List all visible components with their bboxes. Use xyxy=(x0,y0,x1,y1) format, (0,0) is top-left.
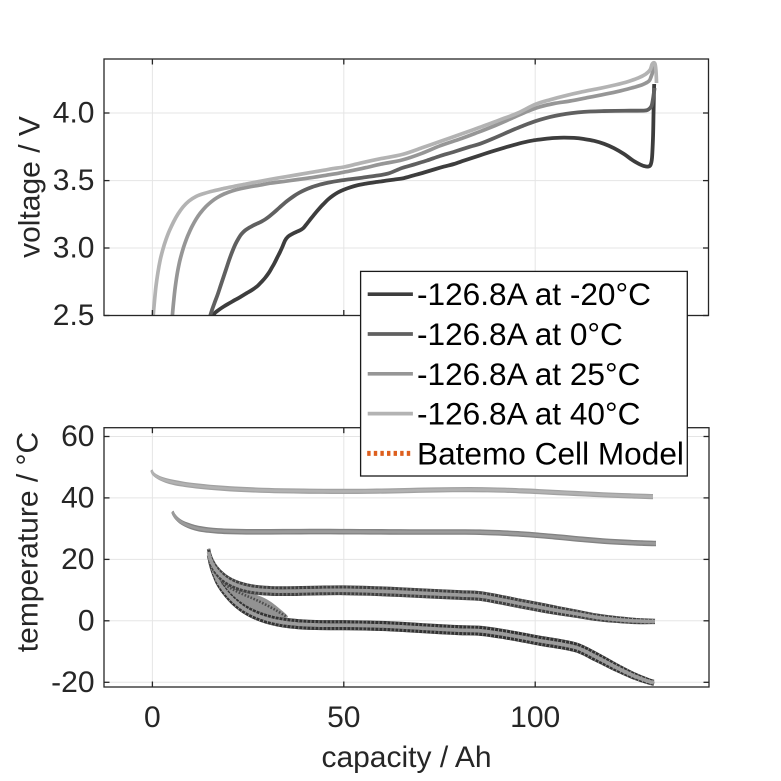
svg-text:3.5: 3.5 xyxy=(53,164,95,197)
svg-text:-20: -20 xyxy=(51,666,94,699)
svg-text:-126.8A at 40°C: -126.8A at 40°C xyxy=(417,396,640,432)
svg-text:100: 100 xyxy=(510,701,560,734)
svg-text:-126.8A at -20°C: -126.8A at -20°C xyxy=(417,276,651,312)
svg-text:40: 40 xyxy=(61,481,94,514)
svg-text:50: 50 xyxy=(327,701,360,734)
svg-text:20: 20 xyxy=(61,543,94,576)
svg-text:0: 0 xyxy=(144,701,161,734)
svg-text:voltage / V: voltage / V xyxy=(14,116,47,258)
svg-text:Batemo Cell Model: Batemo Cell Model xyxy=(417,435,684,471)
svg-text:-126.8A at 25°C: -126.8A at 25°C xyxy=(417,356,640,392)
svg-text:-126.8A at 0°C: -126.8A at 0°C xyxy=(417,316,623,352)
svg-text:temperature / °C: temperature / °C xyxy=(12,432,45,652)
svg-text:60: 60 xyxy=(61,420,94,453)
svg-text:3.0: 3.0 xyxy=(53,232,95,265)
svg-text:4.0: 4.0 xyxy=(53,97,95,130)
svg-text:2.5: 2.5 xyxy=(53,299,95,332)
svg-text:capacity / Ah: capacity / Ah xyxy=(321,741,491,774)
svg-text:0: 0 xyxy=(78,604,95,637)
